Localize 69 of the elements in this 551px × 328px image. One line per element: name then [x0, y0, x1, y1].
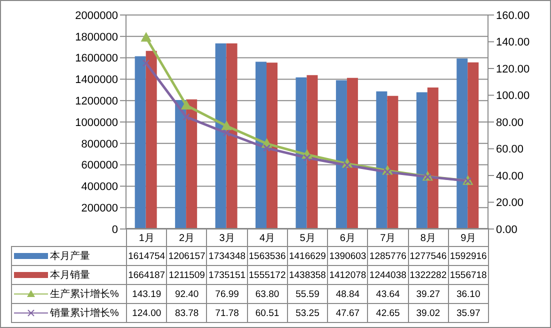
data-label: 1438358 [287, 266, 328, 284]
y-tick-label: 200000 [81, 202, 118, 215]
data-label: 36.10 [448, 284, 488, 304]
data-label: 1244038 [368, 266, 408, 284]
data-label: 71.78 [206, 304, 248, 322]
y2-tick-label: 0.00 [496, 224, 518, 236]
data-label: 39.27 [408, 284, 448, 304]
x-tick-label: 4月 [247, 228, 288, 246]
x-tick-label: 9月 [448, 228, 488, 246]
data-label: 124.00 [126, 304, 167, 322]
data-label: 1285776 [368, 246, 408, 266]
legend-label: 本月产量 [50, 250, 90, 262]
x-tick-label: 8月 [408, 228, 448, 246]
y2-tick-label: 60.00 [496, 144, 524, 156]
data-label: 1556718 [448, 266, 488, 284]
y-tick-label: 400000 [81, 181, 118, 194]
data-label: 55.59 [287, 284, 328, 304]
data-label: 76.99 [206, 284, 248, 304]
data-label: 60.51 [247, 304, 288, 322]
y2-tick-label: 80.00 [496, 116, 524, 129]
data-label: 92.40 [166, 284, 207, 304]
x-tick-label: 6月 [328, 228, 368, 246]
data-label: 1412078 [328, 266, 368, 284]
y-tick-label: 800000 [81, 138, 118, 150]
legend-label: 本月销量 [50, 268, 90, 282]
data-label: 1206157 [166, 246, 207, 266]
x-tick-label: 5月 [287, 228, 328, 246]
x-tick-label: 3月 [206, 228, 248, 246]
y2-tick-label: 100.00 [496, 90, 530, 102]
data-label: 1211509 [166, 266, 207, 284]
data-label: 1735151 [206, 266, 248, 284]
data-label: 1563536 [247, 246, 288, 266]
data-label: 39.02 [408, 304, 448, 322]
y-tick-label: 0 [112, 224, 118, 236]
data-label: 1614754 [126, 246, 167, 266]
data-label: 35.97 [448, 304, 488, 322]
y2-tick-label: 120.00 [496, 63, 530, 76]
y2-tick-label: 140.00 [496, 36, 530, 49]
y-tick-label: 1600000 [75, 52, 118, 65]
y-tick-label: 1200000 [75, 96, 118, 108]
x-tick-label: 7月 [368, 228, 408, 246]
data-label: 48.84 [328, 284, 368, 304]
data-label: 1555172 [247, 266, 288, 284]
data-label: 53.25 [287, 304, 328, 322]
legend-label: 销量累计增长% [50, 306, 119, 320]
y-tick-label: 600000 [81, 160, 118, 172]
data-label: 43.64 [368, 284, 408, 304]
data-label: 63.80 [247, 284, 288, 304]
data-label: 42.65 [368, 304, 408, 322]
data-label: 1416629 [287, 246, 328, 266]
data-label: 83.78 [166, 304, 207, 322]
x-tick-label: 2月 [166, 228, 207, 246]
x-tick-label: 1月 [126, 228, 167, 246]
y-tick-label: 1800000 [75, 31, 118, 44]
legend-label: 生产累计增长% [50, 288, 119, 300]
data-label: 1322282 [408, 266, 448, 284]
y2-tick-label: 40.00 [496, 170, 524, 182]
y-tick-label: 1000000 [75, 116, 118, 129]
data-label: 1664187 [126, 266, 167, 284]
data-label: 1390603 [328, 246, 368, 266]
data-label: 143.19 [126, 284, 167, 304]
data-label: 1592916 [448, 246, 488, 266]
data-label: 47.67 [328, 304, 368, 322]
data-label: 1734348 [206, 246, 248, 266]
y-tick-label: 1400000 [75, 74, 118, 86]
data-label: 1277546 [408, 246, 448, 266]
y2-tick-label: 20.00 [496, 197, 524, 210]
y2-tick-label: 160.00 [496, 10, 530, 22]
y-tick-label: 2000000 [75, 10, 118, 22]
